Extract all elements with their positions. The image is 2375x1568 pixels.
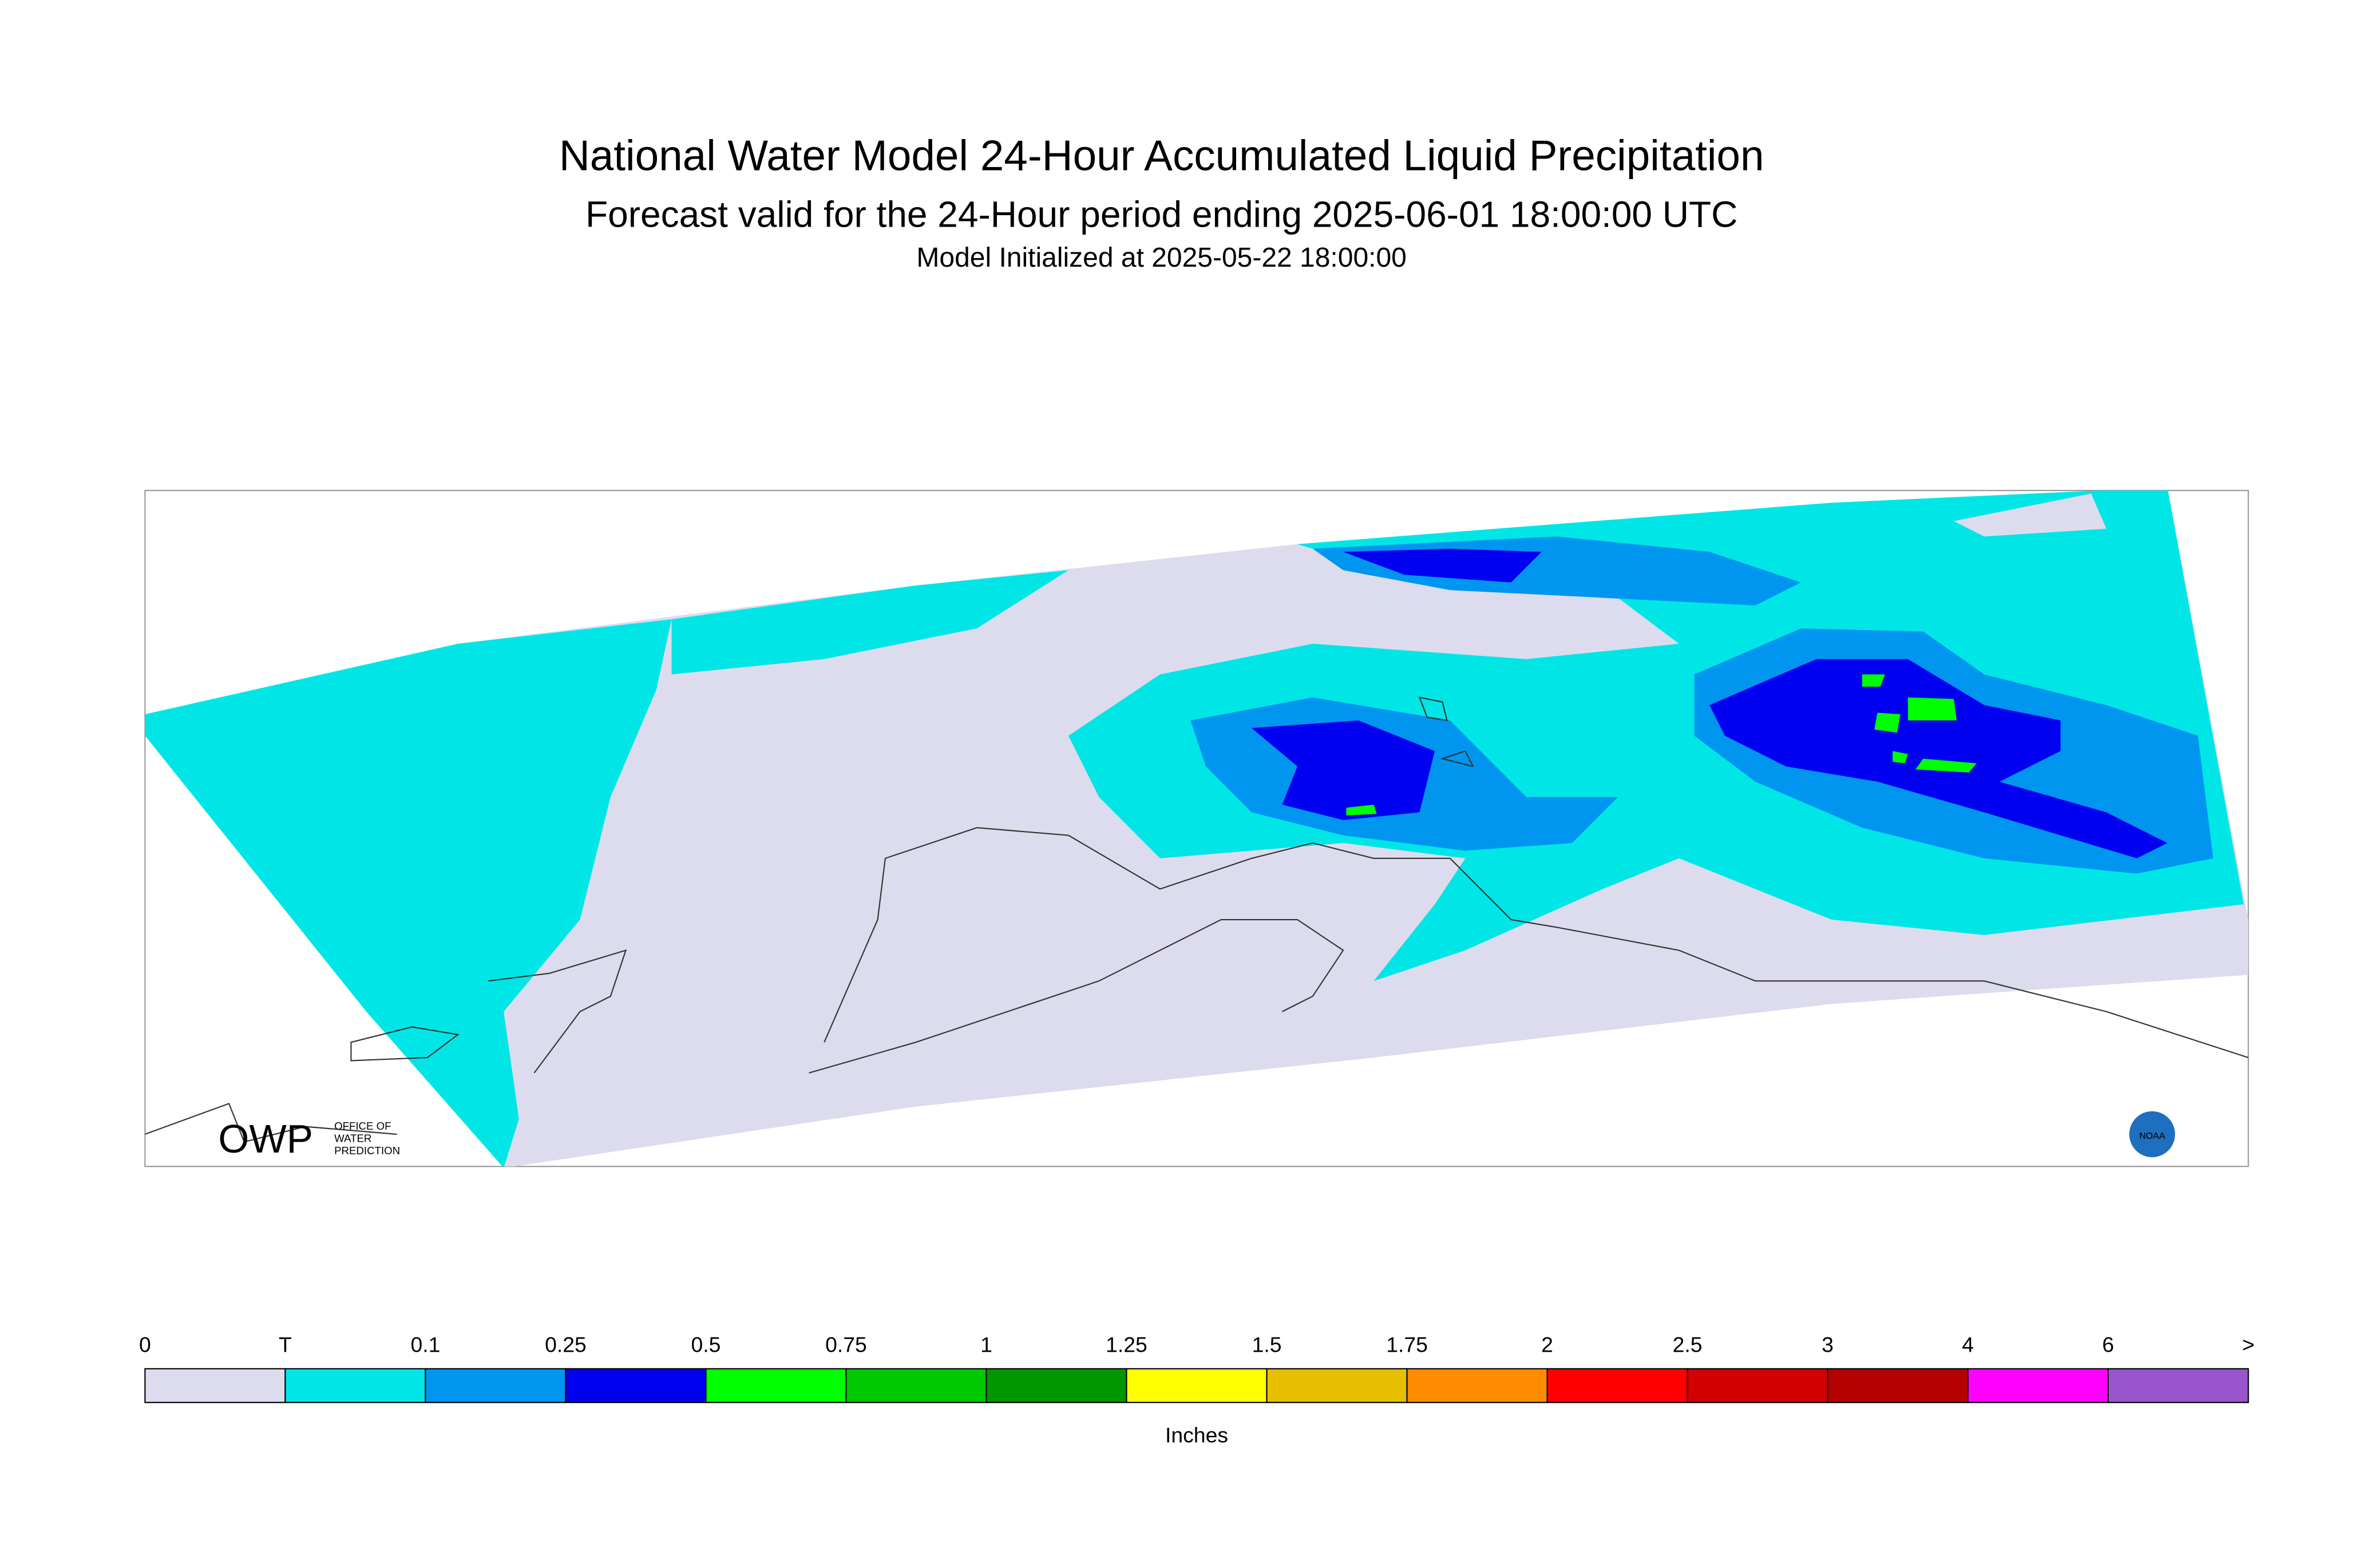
legend-swatch (144, 1368, 286, 1403)
map: OWP OFFICE OF WATER PREDICTION NOAA (144, 490, 2249, 1167)
precip-area (671, 570, 1068, 675)
legend-swatch (845, 1368, 987, 1403)
legend-swatch (284, 1368, 426, 1403)
coastline (488, 949, 627, 1074)
legend-swatch (1406, 1368, 1548, 1403)
legend-label: 2 (1541, 1332, 1553, 1356)
noaa-logo (2129, 1111, 2175, 1158)
coastline (145, 1103, 397, 1143)
legend-label: > (2242, 1332, 2255, 1356)
precip-area (1709, 659, 2168, 858)
legend-swatch (705, 1368, 847, 1403)
legend-swatch (1967, 1368, 2109, 1403)
legend-label: 0.75 (825, 1332, 867, 1356)
legend: 0 T 0.1 0.25 0.5 0.75 1 1.25 1.5 1.75 2 2.5 3 4 6 > (139, 1332, 2255, 1403)
legend-swatch (2107, 1368, 2249, 1403)
legend-swatch (1687, 1368, 1828, 1403)
gap (1953, 493, 2107, 537)
legend-label: 0.25 (545, 1332, 587, 1356)
coastline (824, 827, 2249, 1059)
owp-logo-text: PREDICTION (334, 1145, 400, 1157)
legend-swatch (1827, 1368, 1969, 1403)
coastline (1418, 696, 1474, 767)
legend-label: 6 (2102, 1332, 2114, 1356)
legend-label: 1.25 (1106, 1332, 1147, 1356)
precip-area (1252, 720, 1435, 820)
coastline (350, 1026, 460, 1062)
coastline (809, 918, 1344, 1074)
owp-logo-text: WATER (334, 1132, 371, 1144)
legend-swatch (1266, 1368, 1408, 1403)
legend-label: 1 (980, 1332, 992, 1356)
precip-area (145, 619, 672, 1167)
legend-unit: Inches (1165, 1423, 1228, 1447)
subtitle: Forecast valid for the 24-Hour period en… (585, 193, 1737, 235)
init-time: Model Initialized at 2025-05-22 18:00:00 (916, 242, 1406, 273)
legend-swatch (985, 1368, 1127, 1403)
legend-label: 0 (139, 1332, 151, 1356)
legend-label: 1.5 (1252, 1332, 1282, 1356)
legend-label: 1.75 (1386, 1332, 1428, 1356)
legend-label: T (279, 1332, 292, 1356)
legend-swatch (1126, 1368, 1268, 1403)
title: National Water Model 24-Hour Accumulated… (559, 131, 1764, 179)
legend-label: 2.5 (1673, 1332, 1703, 1356)
noaa-logo-text: NOAA (2139, 1131, 2166, 1141)
legend-swatch (1546, 1368, 1688, 1403)
precip-area (1068, 490, 2244, 981)
legend-swatch (425, 1368, 567, 1403)
legend-label: 0.1 (410, 1332, 440, 1356)
legend-label: 4 (1962, 1332, 1974, 1356)
legend-swatch (565, 1368, 707, 1403)
precip-area (1343, 548, 1542, 583)
legend-label: 3 (1822, 1332, 1834, 1356)
legend-label: 0.5 (691, 1332, 721, 1356)
owp-logo: OWP (218, 1116, 313, 1161)
owp-logo-text: OFFICE OF (334, 1120, 391, 1132)
